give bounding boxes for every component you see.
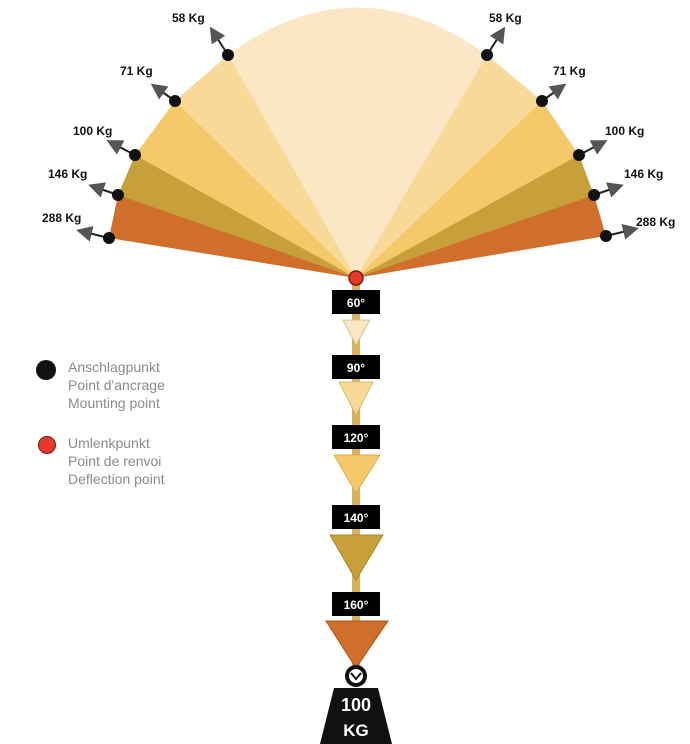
load-label-left-58: 58 Kg [172,11,205,25]
weight-icon: 100 KG [320,665,392,744]
svg-text:60°: 60° [347,296,365,310]
legend-mounting-de: Anschlagpunkt [68,359,160,375]
right-mounting-points [481,26,639,242]
angle-box-90: 90° [332,355,380,379]
load-label-left-146: 146 Kg [48,167,87,181]
mounting-point-icon [600,230,612,242]
mounting-point-icon [536,95,548,107]
angle-box-60: 60° [332,290,380,314]
deflection-point-icon [348,270,364,286]
legend: Anschlagpunkt Point d'ancrage Mounting p… [36,358,256,504]
svg-text:160°: 160° [344,598,369,612]
load-label-left-100: 100 Kg [73,124,112,138]
legend-deflection-en: Deflection point [68,471,165,487]
legend-deflection: Umlenkpunkt Point de renvoi Deflection p… [36,434,256,488]
svg-text:90°: 90° [347,361,365,375]
left-mounting-points [76,26,234,244]
mounting-point-icon [169,95,181,107]
load-label-right-100: 100 Kg [605,124,644,138]
force-triangle-60 [342,319,371,347]
legend-mounting: Anschlagpunkt Point d'ancrage Mounting p… [36,358,256,412]
legend-mounting-fr: Point d'ancrage [68,377,165,393]
mounting-point-icon [112,189,124,201]
weight-value: 100 [341,695,371,715]
mounting-point-icon [481,49,493,61]
angle-box-160: 160° [332,592,380,616]
angle-box-140: 140° [332,505,380,529]
deflection-point-legend-icon [38,436,56,454]
weight-unit: KG [343,721,369,740]
legend-deflection-fr: Point de renvoi [68,453,162,469]
mounting-point-icon [573,149,585,161]
svg-text:120°: 120° [344,431,369,445]
mounting-point-legend-icon [36,360,56,380]
load-label-right-288: 288 Kg [636,215,675,229]
load-label-right-58: 58 Kg [489,11,522,25]
force-triangle-120 [333,454,381,494]
angle-box-120: 120° [332,425,380,449]
load-label-left-71: 71 Kg [120,64,153,78]
legend-mounting-en: Mounting point [68,395,160,411]
mounting-point-icon [588,189,600,201]
force-triangle-160 [325,620,389,669]
svg-text:140°: 140° [344,511,369,525]
force-triangle-90 [338,381,374,417]
force-triangle-140 [329,534,384,581]
load-label-right-146: 146 Kg [624,167,663,181]
sector-60 [228,7,487,278]
mounting-point-icon [129,149,141,161]
legend-deflection-de: Umlenkpunkt [68,435,150,451]
mounting-point-icon [222,49,234,61]
load-label-right-71: 71 Kg [553,64,586,78]
load-label-left-288: 288 Kg [42,211,81,225]
mounting-point-icon [103,232,115,244]
